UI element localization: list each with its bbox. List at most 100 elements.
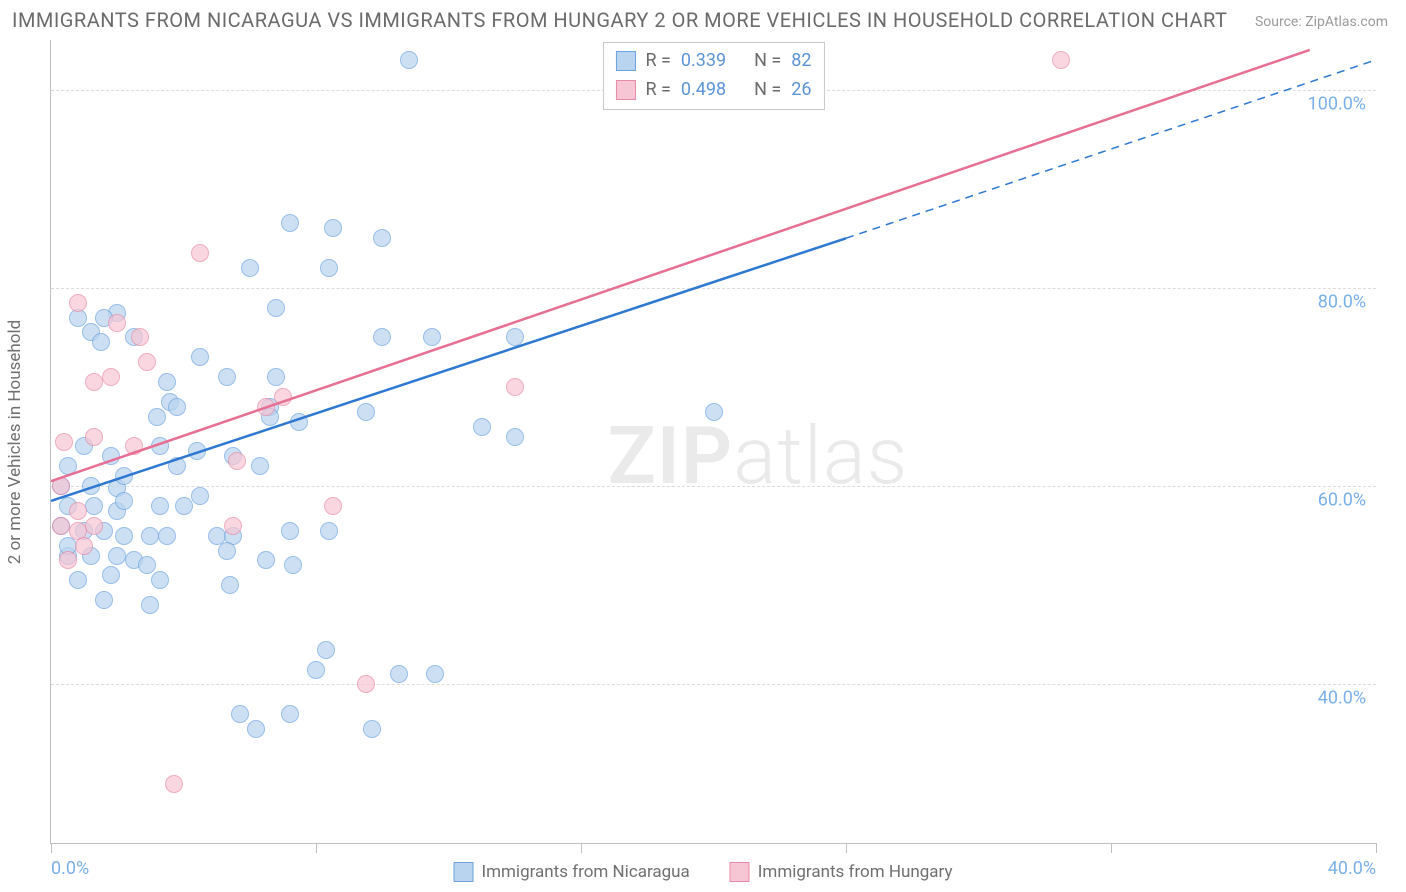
series-legend: Immigrants from Nicaragua Immigrants fro…: [453, 862, 952, 882]
data-point: [228, 452, 246, 470]
data-point: [85, 373, 103, 391]
data-point: [131, 328, 149, 346]
data-point: [274, 388, 292, 406]
data-point: [281, 214, 299, 232]
data-point: [241, 259, 259, 277]
data-point: [324, 497, 342, 515]
correlation-chart: IMMIGRANTS FROM NICARAGUA VS IMMIGRANTS …: [0, 0, 1406, 892]
data-point: [267, 299, 285, 317]
data-point: [307, 661, 325, 679]
data-point: [320, 522, 338, 540]
data-point: [373, 328, 391, 346]
data-point: [168, 398, 186, 416]
data-point: [281, 705, 299, 723]
n-value-2: 26: [791, 76, 811, 105]
gridline: [51, 288, 1376, 289]
gridline: [51, 684, 1376, 685]
data-point: [165, 775, 183, 793]
data-point: [324, 219, 342, 237]
n-label: N =: [754, 47, 781, 76]
x-tick: [316, 843, 317, 853]
data-point: [284, 556, 302, 574]
data-point: [85, 497, 103, 515]
data-point: [191, 348, 209, 366]
regression-line-extrapolated: [846, 60, 1376, 238]
data-point: [102, 566, 120, 584]
data-point: [151, 571, 169, 589]
x-tick: [846, 843, 847, 853]
data-point: [251, 457, 269, 475]
legend-label-2: Immigrants from Hungary: [758, 862, 953, 882]
swatch-series-2: [615, 80, 635, 100]
x-tick: [581, 843, 582, 853]
data-point: [108, 547, 126, 565]
stats-legend: R = 0.339 N = 82 R = 0.498 N = 26: [602, 42, 824, 110]
swatch-series-1: [453, 862, 473, 882]
data-point: [148, 408, 166, 426]
data-point: [390, 665, 408, 683]
swatch-series-1: [615, 51, 635, 71]
data-point: [69, 294, 87, 312]
data-point: [85, 517, 103, 535]
data-point: [138, 556, 156, 574]
data-point: [191, 487, 209, 505]
n-label: N =: [754, 76, 781, 105]
data-point: [188, 442, 206, 460]
data-point: [102, 447, 120, 465]
data-point: [158, 527, 176, 545]
data-point: [423, 328, 441, 346]
data-point: [168, 457, 186, 475]
n-value-1: 82: [791, 47, 811, 76]
data-point: [158, 373, 176, 391]
swatch-series-2: [730, 862, 750, 882]
watermark-bold: ZIP: [608, 409, 734, 503]
data-point: [357, 403, 375, 421]
data-point: [473, 418, 491, 436]
legend-item-1: Immigrants from Nicaragua: [453, 862, 689, 882]
r-value-1: 0.339: [681, 47, 726, 76]
x-tick: [1111, 843, 1112, 853]
data-point: [257, 398, 275, 416]
data-point: [69, 571, 87, 589]
x-tick: [1376, 843, 1377, 853]
data-point: [506, 378, 524, 396]
data-point: [373, 229, 391, 247]
r-value-2: 0.498: [681, 76, 726, 105]
data-point: [218, 368, 236, 386]
data-point: [221, 576, 239, 594]
legend-item-2: Immigrants from Hungary: [730, 862, 953, 882]
y-tick-label: 80.0%: [1318, 291, 1366, 312]
data-point: [317, 641, 335, 659]
data-point: [141, 527, 159, 545]
data-point: [231, 705, 249, 723]
data-point: [52, 517, 70, 535]
data-point: [125, 437, 143, 455]
data-point: [506, 328, 524, 346]
data-point: [175, 497, 193, 515]
data-point: [191, 244, 209, 262]
data-point: [82, 477, 100, 495]
data-point: [92, 333, 110, 351]
x-axis-min-label: 0.0%: [51, 858, 89, 879]
source-label: Source: ZipAtlas.com: [1255, 14, 1388, 30]
data-point: [95, 591, 113, 609]
data-point: [247, 720, 265, 738]
y-axis-title: 2 or more Vehicles in Household: [5, 319, 25, 563]
data-point: [218, 542, 236, 560]
data-point: [281, 522, 299, 540]
data-point: [151, 437, 169, 455]
stats-row-2: R = 0.498 N = 26: [615, 76, 811, 105]
data-point: [357, 675, 375, 693]
r-label: R =: [645, 76, 670, 105]
data-point: [400, 51, 418, 69]
data-point: [59, 457, 77, 475]
data-point: [138, 353, 156, 371]
data-point: [115, 492, 133, 510]
stats-row-1: R = 0.339 N = 82: [615, 47, 811, 76]
data-point: [59, 551, 77, 569]
data-point: [85, 428, 103, 446]
x-axis-max-label: 40.0%: [1328, 858, 1376, 879]
plot-area: 40.0%60.0%80.0%100.0% 0.0% 40.0% 2 or mo…: [50, 40, 1376, 844]
data-point: [108, 314, 126, 332]
data-point: [320, 259, 338, 277]
